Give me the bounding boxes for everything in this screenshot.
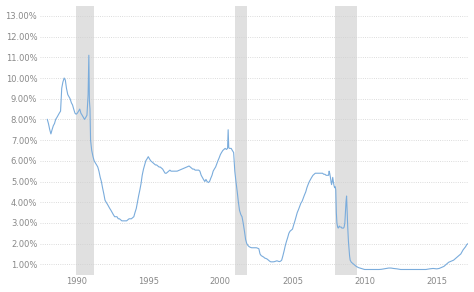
Bar xyxy=(235,6,247,275)
Bar xyxy=(76,6,94,275)
Bar xyxy=(335,6,357,275)
